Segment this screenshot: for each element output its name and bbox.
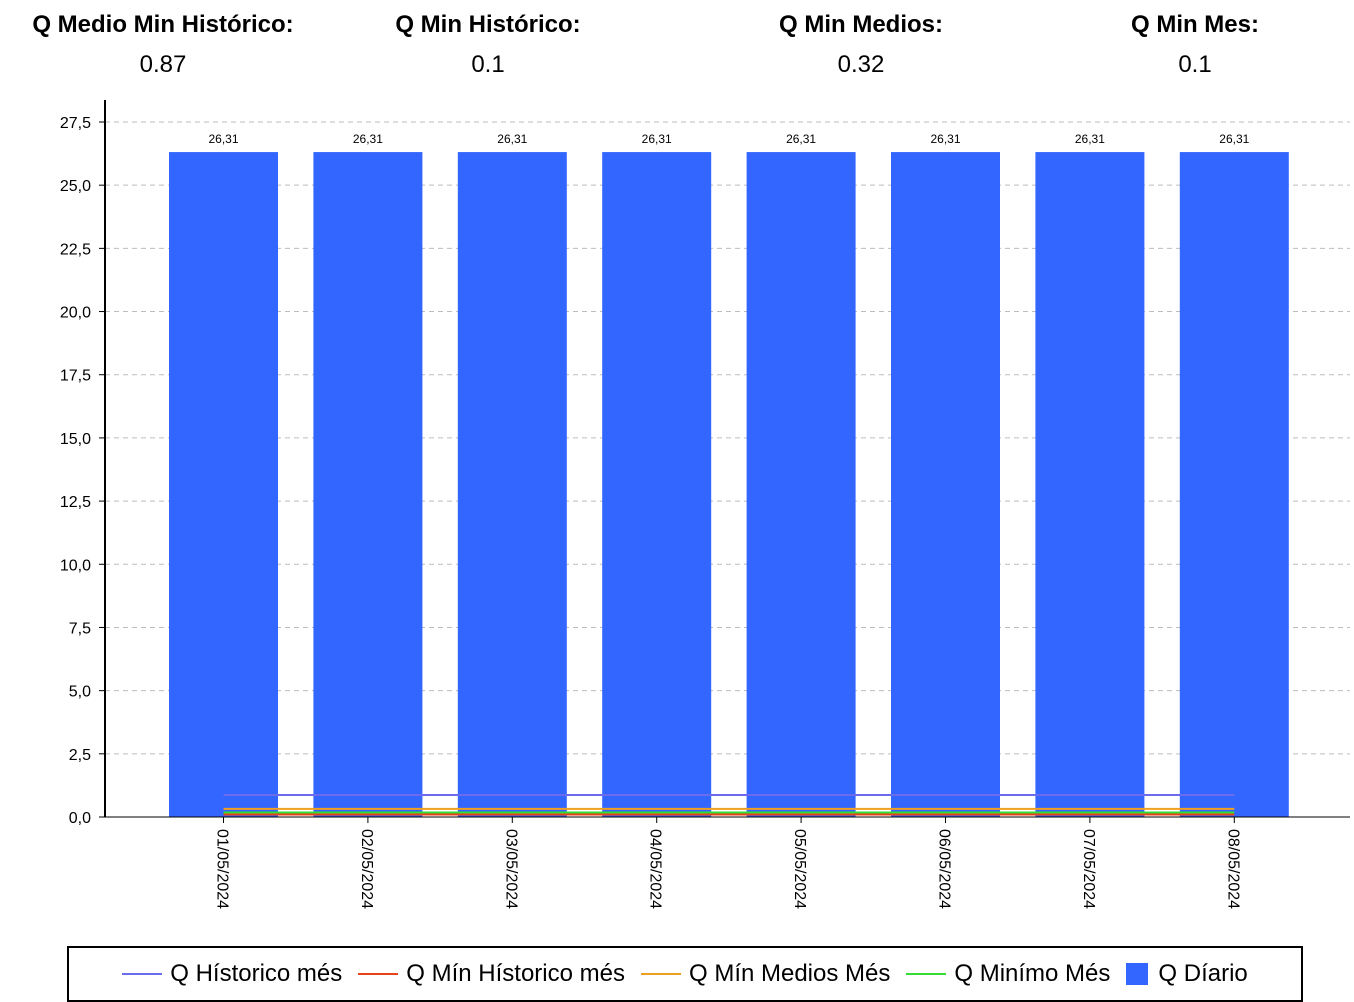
legend-label: Q Minímo Més: [954, 960, 1111, 987]
legend-line-swatch: [906, 973, 947, 975]
stat-value: 0.1: [1178, 51, 1212, 78]
y-tick-label: 17,5: [60, 368, 91, 385]
legend-line-swatch: [358, 973, 399, 975]
y-tick-label: 7,5: [69, 620, 91, 637]
legend-item-minimo: Q Minímo Més: [906, 960, 1110, 988]
bar: [169, 152, 278, 818]
stat-value: 0.32: [837, 51, 885, 78]
data-label: 26,31: [1219, 132, 1249, 146]
legend-label: Q Mín Hístorico més: [406, 960, 625, 987]
stat-medio-min-historico: Q Medio Min Histórico: 0.87: [3, 10, 323, 80]
y-tick-label: 5,0: [69, 684, 91, 701]
legend-item-historico: Q Hístorico més: [122, 960, 342, 988]
y-tick-label: 2,5: [69, 747, 91, 764]
x-tick-label: 04/05/2024: [647, 829, 664, 909]
bar: [891, 152, 1000, 818]
y-tick-label: 12,5: [60, 494, 91, 511]
stat-label: Q Min Mes:: [1130, 11, 1259, 38]
y-tick-label: 15,0: [60, 431, 91, 448]
x-tick-label: 03/05/2024: [502, 829, 519, 909]
data-label: 26,31: [642, 132, 672, 146]
legend-line-swatch: [640, 973, 681, 975]
legend-item-min-medios: Q Mín Medios Més: [640, 960, 891, 988]
bar: [602, 152, 712, 818]
stat-value: 0.1: [471, 51, 505, 78]
data-label: 26,31: [353, 132, 383, 146]
legend-label: Q Mín Medios Més: [688, 960, 891, 987]
x-tick-label: 05/05/2024: [791, 829, 808, 909]
stat-label: Q Min Histórico:: [395, 11, 581, 38]
data-label: 26,31: [930, 132, 960, 146]
stat-label: Q Medio Min Histórico:: [32, 11, 294, 38]
legend-item-min-historico: Q Mín Hístorico més: [358, 960, 625, 988]
x-tick-label: 07/05/2024: [1080, 829, 1097, 909]
stats-header: Q Medio Min Histórico: 0.87 Q Min Histór…: [0, 0, 1354, 90]
data-label: 26,31: [786, 132, 816, 146]
stat-min-medios: Q Min Medios: 0.32: [701, 10, 1021, 80]
y-tick-label: 25,0: [60, 178, 91, 195]
stat-min-historico: Q Min Histórico: 0.1: [328, 10, 648, 80]
y-tick-label: 27,5: [60, 115, 91, 132]
bar: [313, 152, 423, 818]
stat-min-mes: Q Min Mes: 0.1: [1035, 10, 1354, 80]
legend-label: Q Díario: [1158, 960, 1248, 987]
bar: [457, 152, 567, 818]
bar: [746, 152, 856, 818]
stat-label: Q Min Medios:: [779, 11, 943, 38]
data-label: 26,31: [497, 132, 527, 146]
x-tick-label: 01/05/2024: [214, 829, 231, 909]
bar: [1179, 152, 1289, 818]
y-tick-label: 10,0: [60, 557, 91, 574]
y-tick-label: 20,0: [60, 305, 91, 322]
data-label: 26,31: [208, 132, 238, 146]
legend-label: Q Hístorico més: [170, 960, 343, 987]
bar: [1035, 152, 1145, 818]
x-tick-label: 02/05/2024: [358, 829, 375, 909]
x-tick-label: 06/05/2024: [936, 829, 953, 909]
data-label: 26,31: [1075, 132, 1105, 146]
legend-item-diario: Q Díario: [1126, 960, 1248, 988]
chart-legend: Q Hístorico més Q Mín Hístorico més Q Mí…: [67, 946, 1303, 1002]
y-tick-label: 22,5: [60, 241, 91, 258]
x-tick-label: 08/05/2024: [1224, 829, 1241, 909]
stat-value: 0.87: [139, 51, 187, 78]
legend-box-swatch: [1126, 963, 1149, 985]
bar-chart: 0,0 2,5 5,0 7,5 10,0 12,5 15,0 17,5 20,0 22,5 25,0…: [60, 100, 1350, 909]
y-tick-label: 0,0: [69, 810, 91, 827]
legend-line-swatch: [122, 973, 163, 975]
